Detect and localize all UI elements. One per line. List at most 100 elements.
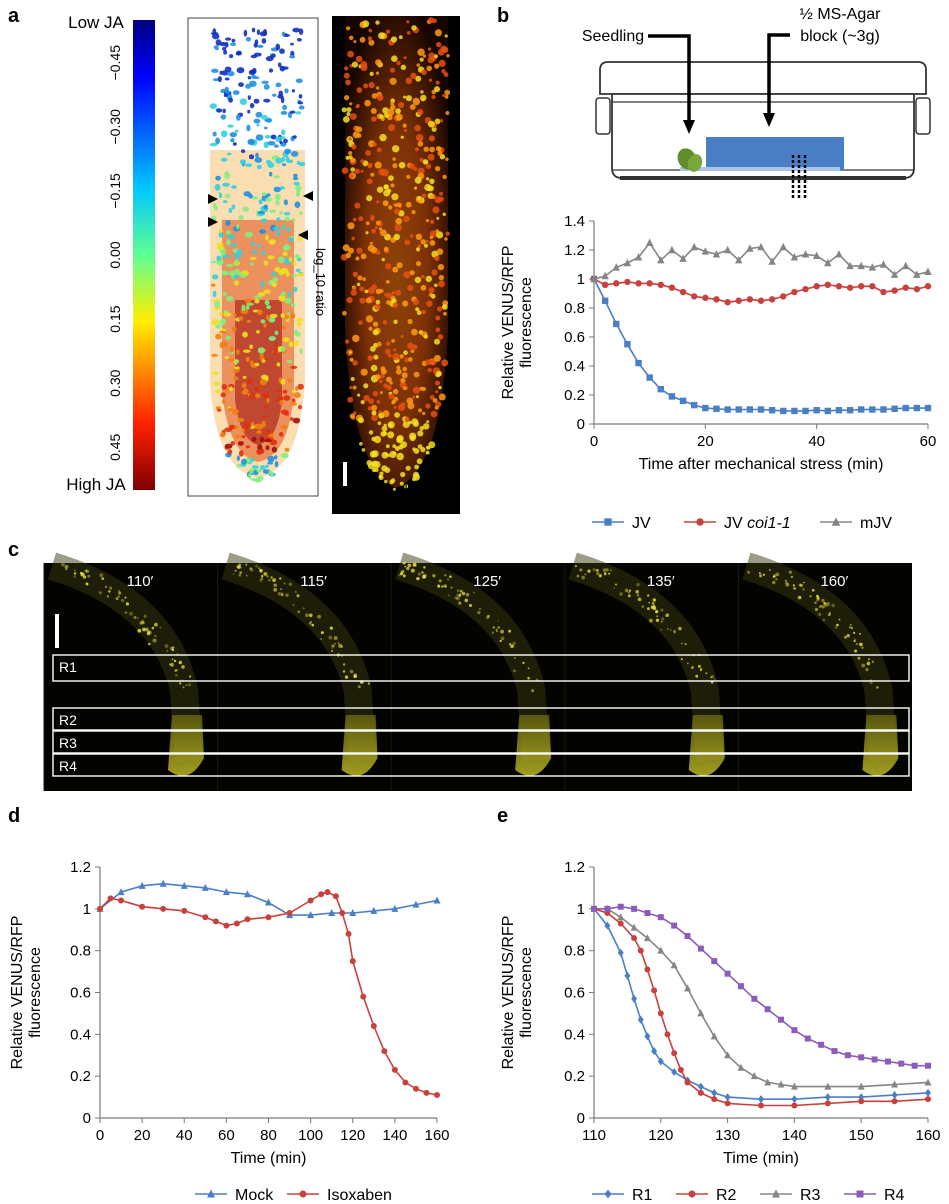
nucleus-dot <box>181 665 185 669</box>
data-point <box>651 1047 658 1056</box>
fluorescence-nucleus <box>399 354 404 359</box>
colorbar-tick-label: 0.30 <box>107 369 123 396</box>
ratio-nucleus <box>246 124 251 132</box>
fluorescence-nucleus <box>417 430 424 437</box>
fluorescence-nucleus <box>356 133 362 138</box>
fluorescence-nucleus <box>345 252 351 259</box>
nucleus-dot <box>637 598 641 601</box>
ratio-nucleus <box>256 430 262 435</box>
nucleus-dot <box>814 601 817 604</box>
fluorescence-nucleus <box>388 353 392 358</box>
data-point <box>835 407 843 414</box>
data-point <box>223 922 230 929</box>
data-point <box>423 1089 430 1096</box>
data-point <box>688 1190 696 1198</box>
nucleus-dot <box>508 643 512 646</box>
fluorescence-nucleus <box>381 425 388 432</box>
ratio-nucleus <box>282 104 287 111</box>
nucleus-dot <box>235 565 238 567</box>
ratio-nucleus <box>212 299 221 303</box>
ratio-nucleus <box>292 286 298 292</box>
ratio-nucleus <box>277 256 285 264</box>
ratio-nucleus <box>245 163 253 167</box>
ratio-nucleus <box>238 450 244 457</box>
ratio-nucleus <box>225 296 234 302</box>
data-point <box>713 296 720 303</box>
nucleus-dot <box>101 577 105 580</box>
data-point <box>332 893 339 900</box>
data-point <box>97 905 103 912</box>
nucleus-dot <box>273 587 278 592</box>
ratio-nucleus <box>294 201 301 208</box>
nucleus-dot <box>615 583 617 586</box>
data-point <box>624 278 631 286</box>
data-point <box>349 909 357 917</box>
nucleus-dot <box>500 636 505 640</box>
ratio-nucleus <box>264 134 271 139</box>
fluorescence-nucleus <box>432 206 440 214</box>
ratio-nucleus <box>216 408 222 412</box>
nucleus-dot <box>464 598 469 603</box>
timepoint-label: 125′ <box>473 573 501 590</box>
fluorescence-nucleus <box>386 300 391 305</box>
fluorescence-nucleus <box>404 416 410 422</box>
fluorescence-nucleus <box>424 183 432 192</box>
y-tick-label: 0.6 <box>564 329 585 346</box>
data-point <box>391 904 399 912</box>
fluorescence-nucleus <box>388 124 396 132</box>
data-point <box>657 914 664 921</box>
fluorescence-nucleus <box>413 448 420 454</box>
fluorescence-nucleus <box>435 229 440 233</box>
ratio-nucleus <box>280 110 288 115</box>
data-point <box>768 296 776 303</box>
nucleus-dot <box>309 613 313 618</box>
fluorescence-nucleus <box>375 299 381 305</box>
data-point <box>924 1078 932 1086</box>
fluorescence-nucleus <box>384 292 388 297</box>
ratio-nucleus <box>281 31 286 37</box>
ratio-nucleus <box>294 331 302 337</box>
ratio-nucleus <box>275 199 280 206</box>
nucleus-dot <box>581 575 585 580</box>
ratio-nucleus <box>224 77 230 81</box>
colorbar-tick-label: 0.15 <box>107 305 123 332</box>
data-point <box>657 386 664 393</box>
fluorescence-nucleus <box>404 484 408 489</box>
nucleus-dot <box>171 648 175 652</box>
ratio-nucleus <box>286 159 294 164</box>
nucleus-dot <box>79 571 83 575</box>
fluorescence-nucleus <box>365 315 374 323</box>
ratio-nucleus <box>248 393 255 399</box>
nucleus-dot <box>171 658 174 661</box>
data-point <box>757 242 765 251</box>
ratio-nucleus <box>250 262 254 266</box>
fluorescence-nucleus <box>408 163 415 170</box>
nucleus-dot <box>85 569 90 574</box>
fluorescence-nucleus <box>421 69 427 76</box>
colorbar <box>133 20 155 490</box>
nucleus-dot <box>85 582 89 586</box>
fluorescence-nucleus <box>409 270 415 276</box>
ratio-nucleus <box>263 322 267 328</box>
fluorescence-nucleus <box>345 339 350 344</box>
nucleus-dot <box>661 617 665 621</box>
ratio-nucleus <box>241 149 246 154</box>
nucleus-dot <box>281 593 284 597</box>
ratio-nucleus <box>273 455 278 460</box>
fluorescence-nucleus <box>376 147 382 153</box>
nucleus-dot <box>310 621 313 623</box>
series-isoxaben <box>97 889 440 1098</box>
x-tick-label: 160 <box>915 1127 940 1144</box>
nucleus-dot <box>501 638 504 641</box>
ratio-nucleus <box>212 274 219 280</box>
data-point <box>644 910 651 917</box>
fluorescence-nucleus <box>382 200 389 207</box>
fluorescence-nucleus <box>396 262 403 269</box>
nucleus-dot <box>124 611 128 614</box>
ratio-nucleus <box>247 109 251 114</box>
ratio-nucleus <box>225 388 230 394</box>
data-point <box>913 404 921 412</box>
fluorescence-nucleus <box>434 338 440 345</box>
fluorescence-nucleus <box>434 196 442 204</box>
panel-letter-d: d <box>8 805 20 827</box>
